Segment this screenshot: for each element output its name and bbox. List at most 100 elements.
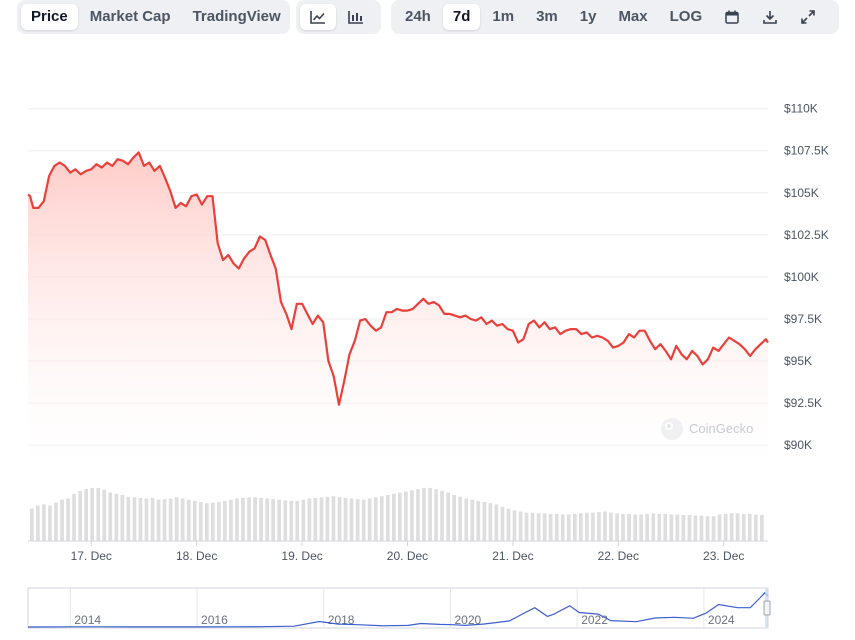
volume-bar (392, 493, 396, 541)
volume-bar (579, 513, 583, 541)
y-tick-label: $100K (784, 270, 819, 284)
volume-bar (283, 500, 288, 541)
volume-bar (404, 491, 408, 541)
volume-bar (573, 513, 577, 541)
volume-bar (446, 492, 450, 541)
overview-navigator[interactable] (27, 587, 769, 629)
tab-market-cap[interactable]: Market Cap (89, 8, 171, 25)
tab-price[interactable]: Price (21, 4, 78, 30)
volume-bar (753, 514, 758, 542)
volume-bar (723, 513, 728, 541)
volume-bar (42, 504, 46, 541)
volume-bar (699, 515, 704, 541)
volume-bar (434, 489, 438, 541)
volume-bar (711, 516, 716, 541)
volume-bar (385, 495, 390, 541)
overview-tick-label: 2016 (201, 613, 228, 627)
volume-bar (621, 513, 625, 541)
volume-bar (645, 513, 649, 541)
volume-bar (241, 497, 245, 541)
volume-bar (585, 512, 589, 541)
y-axis: $90K $92.5K $95K $97.5K $100K $102.5K $105K $10… (784, 102, 829, 452)
volume-bar (367, 498, 372, 541)
volume-bar (506, 508, 511, 542)
volume-bar (30, 508, 34, 542)
volume-bar (657, 513, 662, 541)
download-icon[interactable] (752, 4, 788, 30)
volume-bar (639, 514, 643, 542)
fullscreen-icon[interactable] (790, 4, 826, 30)
volume-bar (361, 499, 366, 541)
y-tick-label: $97.5K (784, 312, 822, 326)
volume-bar (717, 514, 722, 542)
volume-bar (313, 497, 318, 541)
volume-bar (633, 514, 637, 542)
volume-bar (518, 511, 523, 541)
volume-bar (500, 506, 505, 541)
volume-bar (548, 513, 553, 541)
candlestick-chart-icon[interactable] (338, 4, 374, 30)
volume-bar (162, 499, 167, 541)
volume-bar (132, 497, 137, 541)
volume-bar (349, 498, 354, 541)
volume-bar (229, 499, 233, 541)
volume-bar (440, 490, 444, 541)
volume-bar (669, 514, 674, 542)
volume-bar (150, 497, 155, 541)
volume-bar (422, 487, 426, 541)
volume-bar (54, 502, 58, 541)
watermark-text: CoinGecko (689, 421, 753, 436)
log-scale-toggle[interactable]: LOG (669, 8, 703, 25)
volume-bar (138, 497, 143, 541)
volume-bar (729, 513, 734, 541)
volume-bar (741, 513, 746, 541)
volume-bar (102, 489, 107, 541)
x-tick-label: 20. Dec (387, 549, 428, 563)
range-24h[interactable]: 24h (405, 8, 431, 25)
range-1m[interactable]: 1m (492, 8, 515, 25)
price-line[interactable] (27, 151, 769, 406)
range-max[interactable]: Max (618, 8, 648, 25)
overview-tick-label: 2020 (454, 613, 481, 627)
calendar-icon[interactable] (714, 4, 750, 30)
volume-bar (416, 489, 420, 541)
volume-bar (464, 498, 469, 541)
x-tick-label: 18. Dec (176, 549, 217, 563)
volume-bar (265, 498, 269, 541)
volume-bar (120, 495, 125, 541)
line-chart-icon[interactable] (300, 4, 336, 30)
volume-bar (126, 496, 131, 542)
volume-bar (482, 502, 487, 541)
volume-bar (217, 502, 221, 541)
overview-handle[interactable] (763, 600, 771, 616)
volume-bar (530, 512, 535, 541)
volume-bar (494, 504, 499, 541)
volume-bar (205, 503, 209, 541)
x-axis: 17. Dec 18. Dec 19. Dec 20. Dec 21. Dec 22. D… (71, 541, 744, 563)
volume-bar (627, 513, 631, 541)
tab-tradingview[interactable]: TradingView (192, 8, 281, 25)
range-7d[interactable]: 7d (442, 4, 481, 30)
volume-bar (60, 499, 64, 541)
volume-bar (48, 505, 52, 541)
volume-bar (615, 513, 619, 541)
volume-bar (373, 497, 378, 541)
y-tick-label: $95K (784, 354, 812, 368)
volume-bar (651, 513, 656, 541)
volume-bar (609, 512, 613, 541)
y-tick-label: $110K (784, 102, 818, 116)
volume-bar (681, 515, 686, 541)
volume-bar (428, 487, 432, 541)
y-tick-label: $105K (784, 186, 819, 200)
y-tick-label: $92.5K (784, 396, 822, 410)
volume-bar (542, 513, 547, 541)
volume-bar (693, 515, 698, 541)
volume-bar (597, 512, 601, 541)
volume-bar (476, 500, 481, 541)
range-1y[interactable]: 1y (579, 8, 597, 25)
range-3m[interactable]: 3m (536, 8, 558, 25)
volume-bar (211, 502, 215, 541)
volume-bar (470, 499, 475, 541)
volume-bar (174, 497, 179, 541)
